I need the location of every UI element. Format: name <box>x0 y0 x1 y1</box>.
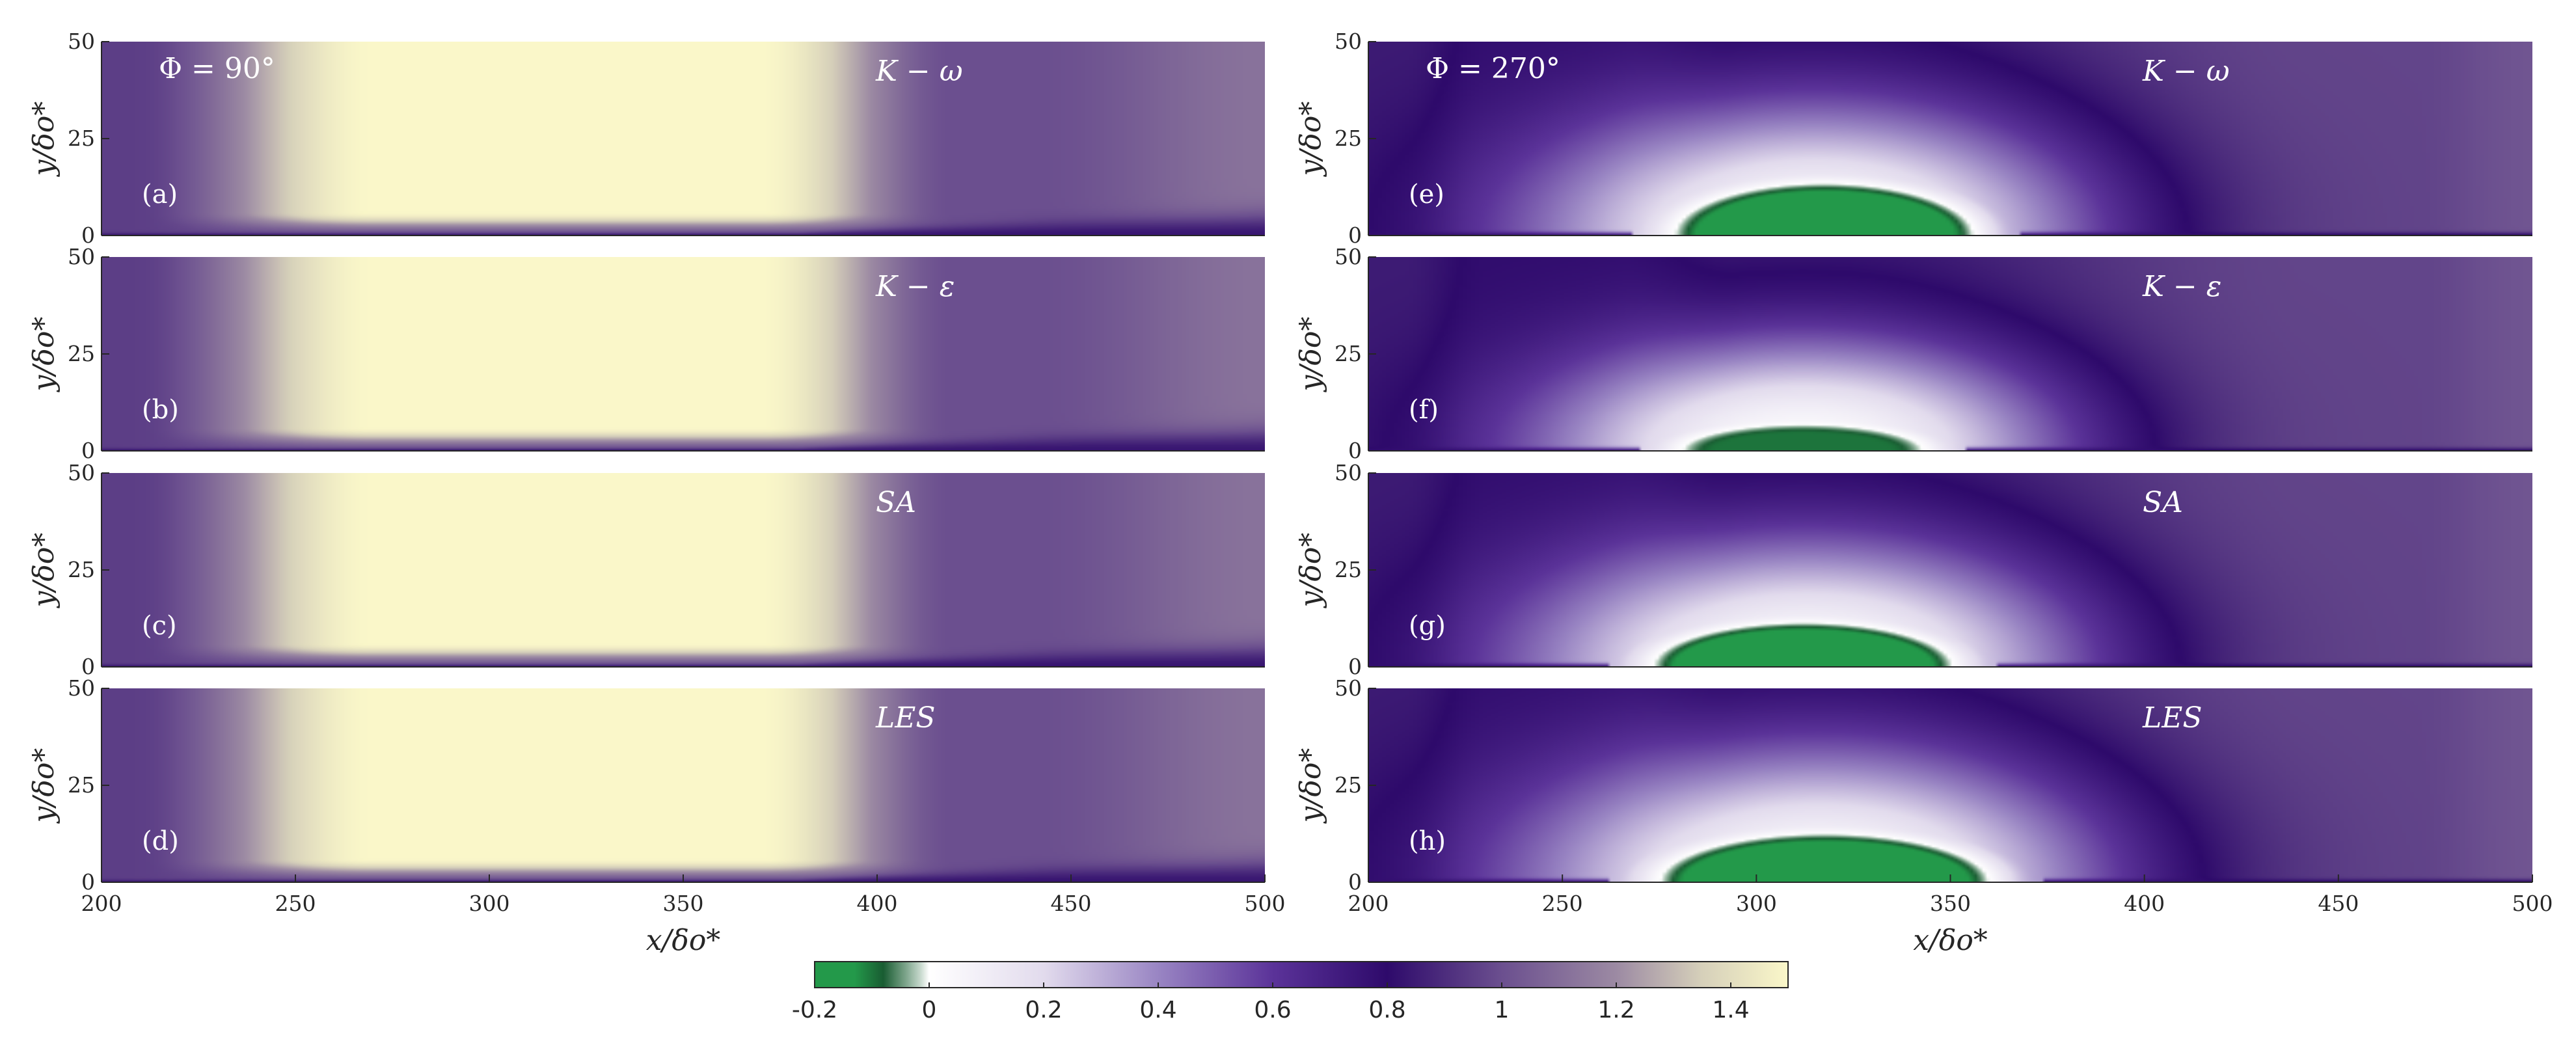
y-tick-label: 25 <box>1335 341 1362 366</box>
panel-g: 0 25 50 y/δo* (g) SA <box>1294 460 2532 679</box>
y-tick-label: 50 <box>68 29 95 54</box>
model-label: SA <box>2143 486 2183 519</box>
contour-field <box>102 257 1265 451</box>
x-tick-label: 200 <box>81 891 122 916</box>
x-tick-label: 400 <box>2124 891 2165 916</box>
contour-field <box>1368 688 2532 882</box>
panel-letter: (f) <box>1409 395 1439 425</box>
y-axis-label: y/δo* <box>1294 101 1327 178</box>
x-tick-label: 500 <box>2512 891 2553 916</box>
x-tick-label: 350 <box>1930 891 1971 916</box>
x-tick-label: 350 <box>663 891 704 916</box>
y-tick-label: 0 <box>81 654 95 679</box>
y-tick-label: 25 <box>1335 772 1362 798</box>
contour-field <box>102 42 1265 236</box>
panel-a: 0 25 50 y/δo* (a) K − ω Φ = 90° <box>27 29 1265 248</box>
colorbar-tick-label: 0.2 <box>1025 997 1062 1023</box>
contour-field <box>1368 473 2532 667</box>
panel-letter: (c) <box>142 611 177 641</box>
x-axis-label: x/δo* <box>646 924 721 957</box>
panel-h: 0 25 50 200 250 300 350 400 450 500 y/δo* x/δo* (h) L… <box>1294 675 2553 957</box>
x-tick-label: 500 <box>1245 891 1286 916</box>
y-axis-label: y/δo* <box>27 317 61 393</box>
colorbar: -0.2 0 0.2 0.4 0.6 0.8 1 1.2 1.4 <box>792 961 1789 1023</box>
y-tick-label: 0 <box>1348 869 1362 895</box>
panel-b: 0 25 50 y/δo* (b) K − ε <box>27 244 1265 463</box>
colorbar-tick-label: 0 <box>922 997 937 1023</box>
colorbar-tick-label: 0.4 <box>1139 997 1176 1023</box>
model-label: K − ε <box>875 270 955 303</box>
y-tick-label: 0 <box>81 438 95 463</box>
y-tick-label: 50 <box>68 244 95 269</box>
y-axis-label: y/δo* <box>1294 748 1327 824</box>
x-tick-label: 450 <box>2318 891 2359 916</box>
model-label: SA <box>876 486 916 519</box>
panel-letter: (d) <box>142 826 179 856</box>
x-tick-label: 300 <box>1736 891 1777 916</box>
y-tick-label: 50 <box>68 460 95 485</box>
panel-letter: (e) <box>1409 180 1444 210</box>
model-label: K − ε <box>2142 270 2221 303</box>
panel-letter: (h) <box>1409 826 1446 856</box>
panel-letter: (a) <box>142 180 178 210</box>
y-tick-label: 0 <box>1348 654 1362 679</box>
model-label: K − ω <box>2142 55 2230 88</box>
model-label: K − ω <box>875 55 963 88</box>
contour-field <box>102 473 1265 667</box>
y-tick-label: 50 <box>1335 675 1362 701</box>
colorbar-tick-label: 0.8 <box>1368 997 1405 1023</box>
model-label: LES <box>875 701 935 735</box>
x-tick-label: 400 <box>857 891 898 916</box>
y-tick-label: 0 <box>1348 438 1362 463</box>
y-tick-label: 25 <box>1335 557 1362 582</box>
y-tick-label: 25 <box>68 772 95 798</box>
panel-c: 0 25 50 y/δo* (c) SA <box>27 460 1265 679</box>
colorbar-tick-label: 1 <box>1495 997 1510 1023</box>
y-axis-label: y/δo* <box>27 101 61 178</box>
contour-field <box>1368 42 2532 236</box>
y-tick-label: 25 <box>1335 126 1362 151</box>
panel-letter: (g) <box>1409 611 1446 641</box>
y-tick-label: 0 <box>81 869 95 895</box>
model-label: LES <box>2142 701 2202 735</box>
x-tick-label: 300 <box>469 891 510 916</box>
x-tick-label: 250 <box>1542 891 1583 916</box>
y-tick-label: 25 <box>68 341 95 366</box>
y-axis-label: y/δo* <box>1294 317 1327 393</box>
x-axis-label: x/δo* <box>1913 924 1988 957</box>
panel-letter: (b) <box>142 395 179 425</box>
y-tick-label: 0 <box>1348 223 1362 248</box>
panel-f: 0 25 50 y/δo* (f) K − ε <box>1294 244 2532 463</box>
colorbar-tick-label: 1.2 <box>1597 997 1634 1023</box>
x-tick-label: 250 <box>275 891 316 916</box>
y-axis-label: y/δo* <box>27 533 61 609</box>
y-tick-label: 50 <box>1335 460 1362 485</box>
contour-field <box>102 688 1265 882</box>
colorbar-tick-label: 1.4 <box>1712 997 1749 1023</box>
colorbar-tick-label: 0.6 <box>1254 997 1291 1023</box>
y-tick-label: 0 <box>81 223 95 248</box>
contour-field <box>1368 257 2532 451</box>
colorbar-gradient <box>814 961 1789 988</box>
y-tick-label: 50 <box>1335 244 1362 269</box>
panel-e: 0 25 50 y/δo* (e) K − ω Φ = 270° <box>1294 29 2532 248</box>
y-axis-label: y/δo* <box>27 748 61 824</box>
y-tick-label: 25 <box>68 557 95 582</box>
y-tick-label: 50 <box>68 675 95 701</box>
x-tick-label: 450 <box>1051 891 1092 916</box>
phase-label: Φ = 270° <box>1426 52 1560 85</box>
phase-label: Φ = 90° <box>159 52 275 85</box>
y-tick-label: 25 <box>68 126 95 151</box>
colorbar-tick-label: -0.2 <box>792 997 837 1023</box>
y-tick-label: 50 <box>1335 29 1362 54</box>
panel-d: 0 25 50 200 250 300 350 400 450 500 y/δo* x/δo* (d) L… <box>27 675 1286 957</box>
x-tick-label: 200 <box>1348 891 1389 916</box>
y-axis-label: y/δo* <box>1294 533 1327 609</box>
